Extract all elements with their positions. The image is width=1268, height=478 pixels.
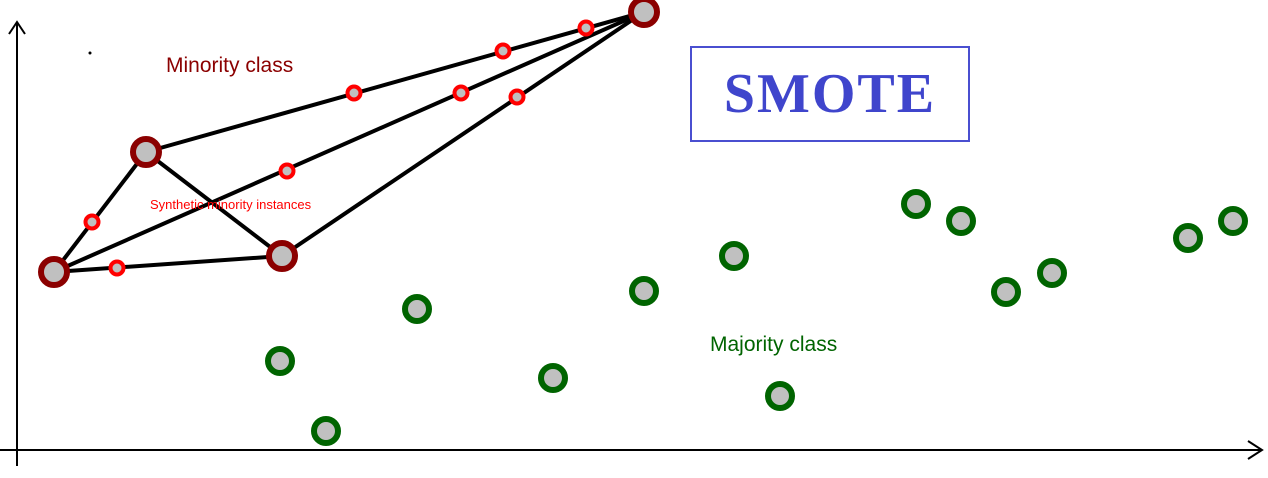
synthetic-point xyxy=(452,84,470,102)
minority-class-label: Minority class xyxy=(166,54,294,77)
majority-point xyxy=(991,277,1021,307)
synthetic-point xyxy=(278,162,296,180)
minority-edge xyxy=(144,150,284,258)
majority-class-label: Majority class xyxy=(710,333,838,356)
majority-point xyxy=(538,363,568,393)
synthetic-point xyxy=(345,84,363,102)
majority-point xyxy=(265,346,295,376)
synthetic-point xyxy=(494,42,512,60)
majority-point xyxy=(1173,223,1203,253)
minority-point xyxy=(628,0,660,28)
minority-point xyxy=(130,136,162,168)
stray-dot xyxy=(88,51,92,55)
minority-point xyxy=(38,256,70,288)
minority-edge xyxy=(280,10,646,258)
synthetic-point xyxy=(508,88,526,106)
majority-point xyxy=(719,241,749,271)
x-axis-arrow xyxy=(1247,440,1264,460)
minority-edge xyxy=(145,10,645,154)
smote-title-box: SMOTE xyxy=(690,46,970,142)
synthetic-point xyxy=(108,259,126,277)
majority-point xyxy=(946,206,976,236)
synthetic-point xyxy=(83,213,101,231)
minority-edge xyxy=(52,150,148,274)
minority-edge xyxy=(53,10,645,274)
synthetic-point xyxy=(577,19,595,37)
y-axis-arrow xyxy=(8,20,26,35)
axes xyxy=(0,20,1264,466)
majority-point xyxy=(629,276,659,306)
majority-point xyxy=(402,294,432,324)
majority-point xyxy=(311,416,341,446)
minority-edges xyxy=(52,10,646,274)
majority-point xyxy=(901,189,931,219)
majority-point xyxy=(1037,258,1067,288)
majority-point xyxy=(1218,206,1248,236)
points xyxy=(38,0,1248,446)
minority-point xyxy=(266,240,298,272)
majority-point xyxy=(765,381,795,411)
smote-title: SMOTE xyxy=(723,63,937,125)
minority-edge xyxy=(53,254,283,274)
synthetic-instances-label: Synthetic minority instances xyxy=(150,197,312,212)
